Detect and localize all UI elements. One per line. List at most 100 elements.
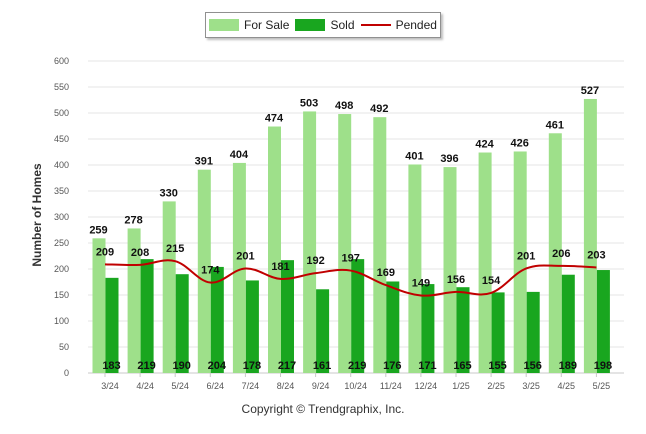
y-axis-label: Number of Homes	[30, 163, 44, 267]
legend-swatch-sold	[295, 19, 326, 31]
x-tick-3/24: 3/24	[101, 381, 119, 391]
y-tick-350: 350	[54, 186, 69, 196]
bar-sold-12/24	[421, 284, 435, 373]
y-tick-200: 200	[54, 264, 69, 274]
bar-for-sale-1/25	[443, 167, 457, 373]
label-sold-1/25: 165	[453, 360, 471, 372]
y-tick-550: 550	[54, 82, 69, 92]
label-for-sale-7/24: 404	[230, 149, 249, 161]
label-pended-5/24: 215	[166, 243, 184, 255]
bar-sold-9/24	[316, 289, 330, 373]
label-sold-9/24: 161	[313, 360, 331, 372]
bar-for-sale-8/24	[268, 126, 281, 374]
label-pended-5/25: 203	[587, 249, 605, 261]
bar-for-sale-2/25	[478, 152, 492, 373]
y-tick-300: 300	[54, 212, 69, 222]
bar-for-sale-7/24	[232, 162, 246, 373]
label-pended-3/24: 209	[96, 246, 114, 258]
legend-item-for-sale[interactable]: For Sale	[209, 18, 289, 32]
label-for-sale-4/24: 278	[124, 214, 142, 226]
legend-label-sold: Sold	[330, 18, 355, 32]
bar-sold-5/24	[175, 274, 189, 373]
label-for-sale-10/24: 498	[335, 100, 353, 112]
label-sold-11/24: 176	[383, 360, 401, 372]
x-tick-5/25: 5/25	[593, 381, 611, 391]
pended-series-line	[104, 259, 597, 297]
copyright: Copyright © Trendgraphix, Inc.	[241, 402, 405, 416]
legend-label-pended: Pended	[395, 18, 437, 32]
x-tick-10/24: 10/24	[344, 381, 367, 391]
bar-sold-7/24	[245, 280, 259, 373]
label-for-sale-3/24: 259	[89, 224, 107, 236]
bar-sold-5/25	[596, 270, 610, 373]
bar-for-sale-12/24	[408, 164, 422, 373]
bar-sold-4/25	[561, 274, 575, 373]
bar-sold-6/24	[210, 266, 224, 373]
x-axis-ticks: 3/24 4/24 5/24 6/24 7/24 8/24 9/24 10/24 11/24 12…	[101, 373, 610, 391]
label-for-sale-2/25: 424	[475, 139, 494, 151]
label-pended-10/24: 197	[342, 253, 360, 265]
label-for-sale-12/24: 401	[405, 150, 423, 162]
x-tick-6/24: 6/24	[207, 381, 225, 391]
x-tick-4/24: 4/24	[136, 381, 154, 391]
label-for-sale-5/25: 527	[581, 85, 599, 97]
label-pended-6/24: 174	[201, 265, 220, 277]
bar-for-sale-3/24	[92, 238, 106, 373]
label-sold-2/25: 155	[488, 360, 506, 372]
label-pended-12/24: 149	[412, 278, 430, 290]
legend-swatch-pended	[360, 24, 391, 26]
label-for-sale-6/24: 391	[195, 156, 213, 168]
bar-sold-8/24	[281, 260, 294, 373]
y-tick-100: 100	[54, 316, 69, 326]
label-pended-2/25: 154	[482, 275, 501, 287]
bar-for-sale-11/24	[373, 117, 387, 373]
bar-sold-3/25	[526, 291, 540, 373]
bar-sold-10/24	[351, 259, 365, 373]
bar-for-sale-9/24	[303, 111, 317, 373]
bar-for-sale-5/24	[162, 201, 176, 373]
bar-sold-3/24	[105, 277, 119, 373]
label-pended-1/25: 156	[447, 274, 465, 286]
label-sold-12/24: 171	[418, 360, 436, 372]
label-pended-8/24: 181	[271, 261, 289, 273]
x-tick-4/25: 4/25	[558, 381, 576, 391]
y-tick-250: 250	[54, 238, 69, 248]
x-tick-7/24: 7/24	[242, 381, 260, 391]
bar-sold-1/25	[456, 287, 470, 373]
y-tick-150: 150	[54, 290, 69, 300]
bar-for-sale-3/25	[513, 151, 527, 373]
label-pended-4/25: 206	[552, 248, 570, 260]
label-for-sale-4/25: 461	[546, 119, 564, 131]
bar-for-sale-4/25	[548, 133, 562, 373]
legend-swatch-for-sale	[209, 19, 240, 31]
bar-sold-2/25	[491, 292, 505, 373]
label-pended-4/24: 208	[131, 247, 149, 259]
label-for-sale-3/25: 426	[511, 137, 529, 149]
label-sold-5/25: 198	[594, 360, 612, 372]
bar-for-sale-10/24	[338, 114, 352, 373]
legend-label-for-sale: For Sale	[244, 18, 290, 32]
legend-item-pended[interactable]: Pended	[360, 18, 437, 32]
label-sold-3/25: 156	[524, 360, 542, 372]
data-labels: 259 183 278 219 330 190 391 204 404 178 474 217 503 1…	[89, 85, 612, 372]
x-tick-9/24: 9/24	[312, 381, 330, 391]
legend-item-sold[interactable]: Sold	[295, 18, 355, 32]
x-tick-2/25: 2/25	[487, 381, 505, 391]
label-sold-5/24: 190	[173, 360, 191, 372]
label-sold-7/24: 178	[243, 360, 261, 372]
x-tick-8/24: 8/24	[277, 381, 295, 391]
label-sold-10/24: 219	[348, 360, 366, 372]
x-tick-1/25: 1/25	[452, 381, 470, 391]
y-tick-0: 0	[64, 368, 69, 378]
label-for-sale-5/24: 330	[160, 187, 178, 199]
label-sold-4/24: 219	[137, 360, 155, 372]
label-sold-4/25: 189	[559, 360, 577, 372]
pended-line	[104, 259, 597, 297]
y-tick-400: 400	[54, 160, 69, 170]
y-axis-ticks: 0 50 100 150 200 250 300 350 400 450 500 550 600	[54, 56, 69, 378]
y-tick-500: 500	[54, 108, 69, 118]
x-tick-5/24: 5/24	[171, 381, 189, 391]
label-pended-7/24: 201	[236, 250, 254, 262]
bar-sold-11/24	[386, 281, 400, 373]
